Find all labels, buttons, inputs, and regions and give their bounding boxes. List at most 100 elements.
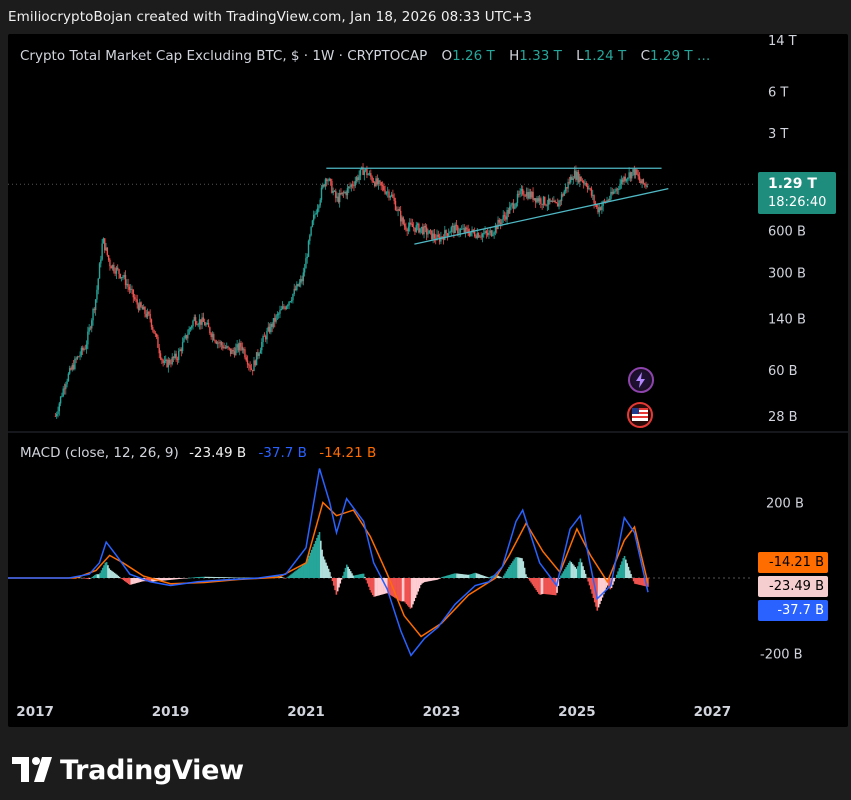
chart-canvas[interactable]: 14 T 6 T 3 T 600 B 300 B 140 B 60 B 28 B 200 B -2… [8,34,848,727]
macd-title[interactable]: MACD (close, 12, 26, 9) [20,445,179,461]
macd-histogram-bar [351,573,353,578]
macd-histogram-bar [336,578,339,592]
candle-body [503,215,506,217]
macd-histogram-bar [635,578,638,585]
macd-histogram-bar [175,578,178,580]
candle-body [144,306,146,314]
macd-histogram-bar [408,578,410,608]
macd-histogram-bar [455,573,457,578]
macd-histogram-bar [453,573,456,578]
open-key: O [441,48,453,64]
candle-body [118,269,120,274]
candle-body [187,334,189,339]
symbol-title[interactable]: Crypto Total Market Cap Excluding BTC, $… [20,48,428,64]
candle-body [180,349,183,352]
macd-histogram-bar [632,578,635,582]
macd-histogram-bar [183,578,186,579]
macd-histogram-bar [222,577,225,578]
macd-tag: -37.7 B [758,600,828,621]
candle-body [601,205,603,210]
macd-histogram-bar [196,577,199,578]
candle-body [566,187,568,189]
candle-body [79,354,81,357]
macd-histogram-bar [528,578,531,581]
candle-body [176,358,179,360]
candle-body [627,177,629,180]
macd-histogram-bar [95,574,98,578]
candle-body [599,207,602,210]
candle-body [189,327,192,330]
candle-body [120,277,123,279]
macd-histogram-bar [92,575,95,578]
candle-body [445,230,447,234]
macd-histogram-bar [513,559,516,578]
time-axis-tick: 2025 [558,704,596,720]
candle-body [546,204,549,206]
candle-body [358,175,360,181]
candle-body [484,231,486,234]
macd-histogram-bar [185,578,187,579]
macd-histogram-bar [318,532,321,578]
candle-body [581,180,584,182]
macd-histogram-bar [82,578,85,579]
macd-histogram-bar [210,576,213,578]
high-key: H [509,48,520,64]
macd-histogram-bar [109,569,112,578]
candle-body [411,223,414,228]
candle-body [485,231,488,233]
candle-body [551,201,554,202]
candle-body [311,220,314,227]
candle-body [623,176,625,182]
macd-histogram-bar [488,577,491,578]
macd-histogram-bar [323,559,326,578]
candle-body [589,188,591,190]
lightning-icon[interactable] [628,367,654,393]
macd-histogram-bar [530,578,532,583]
candle-body [188,329,190,335]
candle-body [457,226,459,234]
macd-histogram-bar [396,578,399,600]
macd-histogram-bar [383,578,386,594]
macd-histogram-bar [382,578,384,595]
candle-body [84,348,86,350]
macd-histogram-bar [309,552,312,578]
candle-body [88,327,90,332]
macd-histogram-bar [188,577,191,579]
macd-histogram-bar [205,576,208,578]
macd-histogram-bar [214,576,217,578]
macd-histogram-bar [386,578,388,594]
candle-body [531,191,533,198]
chart-panel[interactable]: 14 T 6 T 3 T 600 B 300 B 140 B 60 B 28 B 200 B -2… [8,34,848,727]
macd-histogram-bar [118,576,121,578]
candle-body [385,192,388,194]
candle-body [200,319,202,325]
macd-histogram-bar [592,578,595,599]
macd-histogram-bar [208,576,210,578]
macd-histogram-bar [238,577,240,579]
candle-body [128,286,131,290]
candle-body [553,200,555,202]
macd-histogram-bar [139,578,142,582]
candle-body [620,179,623,184]
candle-body [398,209,401,211]
macd-histogram-bar [236,577,239,579]
macd-histogram-bar [230,577,233,578]
macd-histogram-bar [170,578,173,580]
macd-histogram-bar [312,546,314,578]
candle-body [325,179,328,182]
candle-body [488,232,490,235]
candle-body [580,176,582,181]
candle-body [267,326,269,331]
candle-body [448,233,450,236]
candle-body [598,207,600,213]
candle-body [303,268,306,273]
candle-body [345,192,347,196]
us-flag-icon[interactable] [627,402,653,428]
macd-histogram-bar [547,578,549,595]
candle-body [227,346,229,348]
macd-histogram-bar [605,578,608,588]
price-axis-tick: 6 T [768,85,788,100]
macd-histogram-bar [138,578,140,583]
candle-body [370,173,372,177]
candle-body [241,346,244,351]
